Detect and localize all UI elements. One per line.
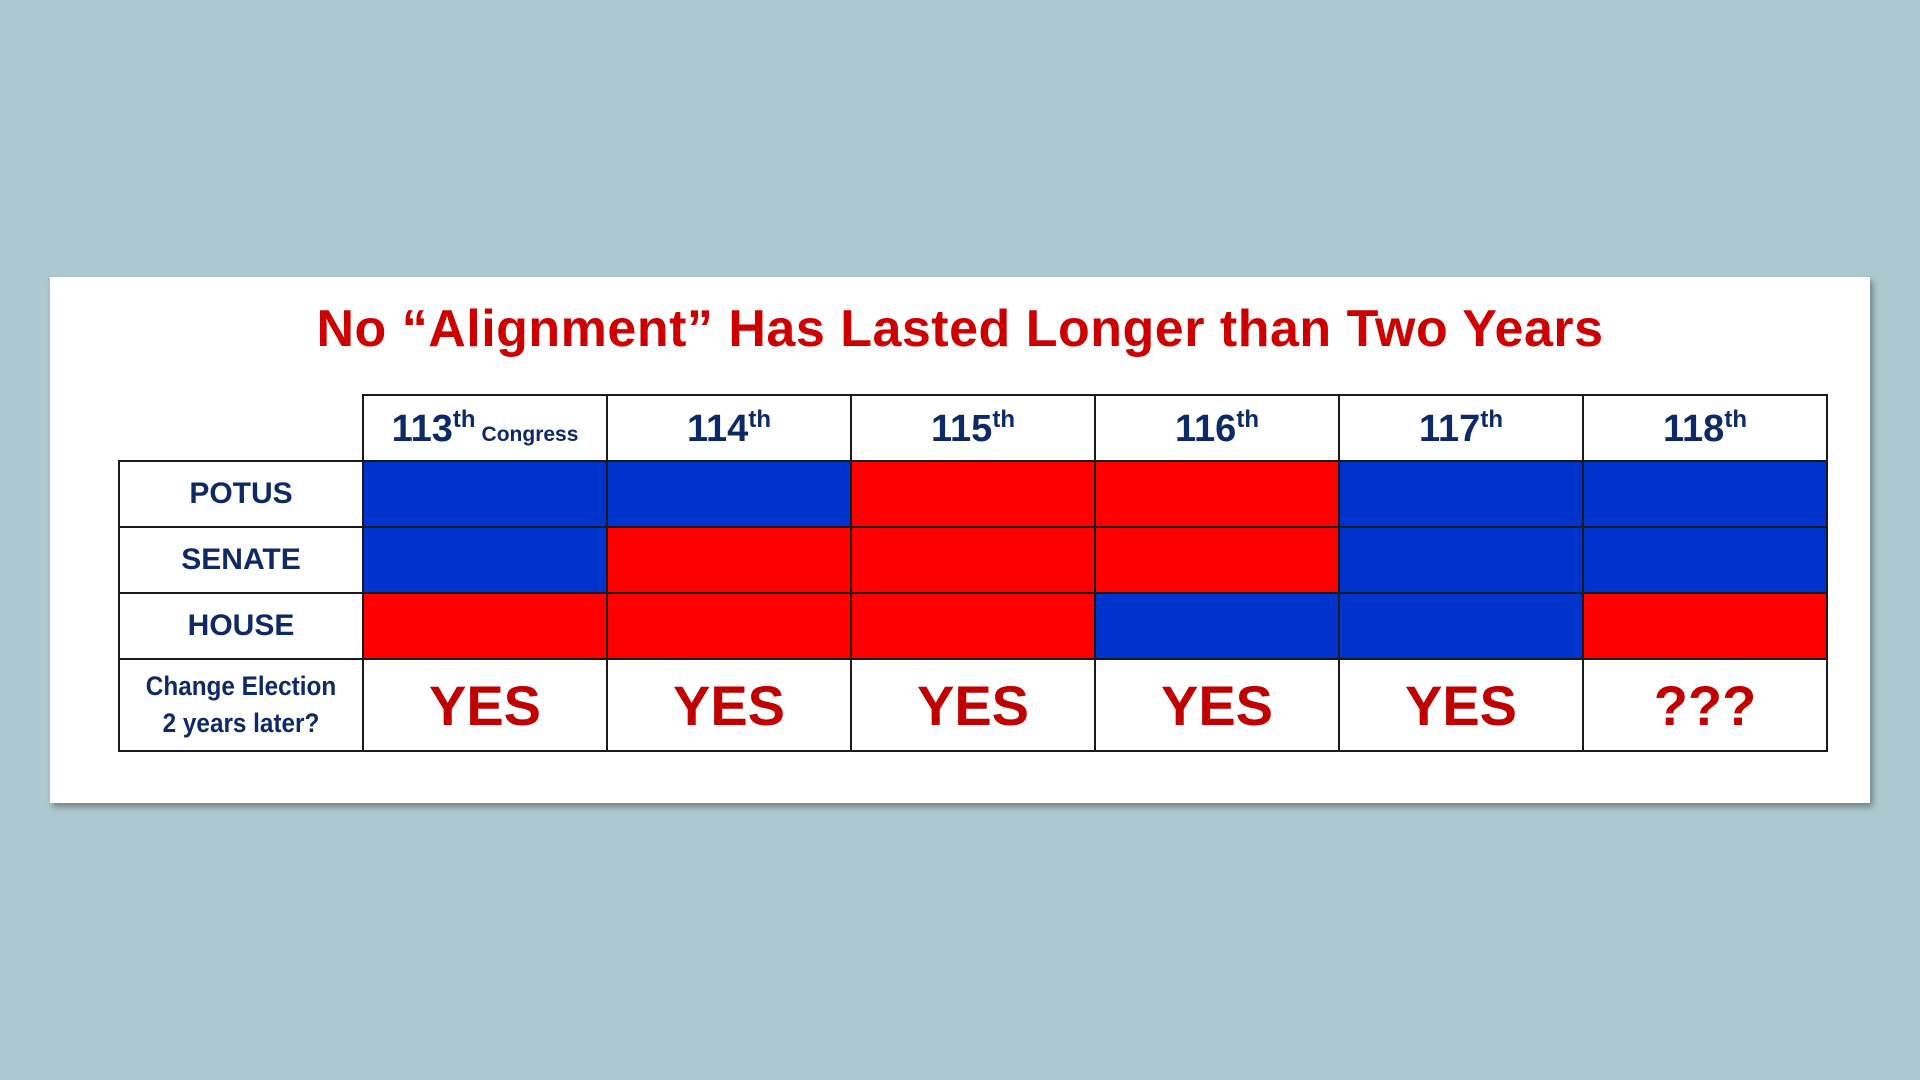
ordinal-suffix: th xyxy=(992,405,1015,433)
republican-cell xyxy=(606,526,852,594)
corner-cell xyxy=(119,395,363,462)
ordinal-suffix: th xyxy=(1480,405,1503,433)
change-row: Change Election 2 years later? YES YES YES YE… xyxy=(119,658,1828,752)
answer-cell: YES xyxy=(1094,658,1340,752)
column-header: 118th xyxy=(1582,394,1828,462)
democrat-cell xyxy=(362,526,608,594)
republican-cell xyxy=(850,592,1096,660)
row-label: HOUSE xyxy=(118,592,364,660)
democrat-cell xyxy=(1094,592,1340,660)
congress-control-table: 113thCongress 114th 115th 116th 117th 118th PO… xyxy=(118,394,1828,752)
democrat-cell xyxy=(1338,592,1584,660)
label-line: 2 years later? xyxy=(162,708,320,738)
republican-cell xyxy=(1094,460,1340,528)
ordinal-suffix: th xyxy=(1724,405,1747,433)
republican-cell xyxy=(606,592,852,660)
democrat-cell xyxy=(606,460,852,528)
ordinal-suffix: th xyxy=(748,405,771,433)
congress-number: 116 xyxy=(1175,407,1237,450)
democrat-cell xyxy=(1338,460,1584,528)
table-row: SENATE xyxy=(118,526,1828,594)
republican-cell xyxy=(1582,592,1828,660)
slide-card: No “Alignment” Has Lasted Longer than Tw… xyxy=(50,277,1870,803)
column-header: 116th xyxy=(1094,394,1340,462)
congress-label: Congress xyxy=(481,422,579,446)
change-row-label: Change Election 2 years later? xyxy=(130,658,352,752)
congress-number: 115 xyxy=(931,407,993,450)
democrat-cell xyxy=(362,460,608,528)
column-header: 115th xyxy=(850,394,1096,462)
democrat-cell xyxy=(1582,526,1828,594)
label-line: Change Election xyxy=(145,671,337,701)
republican-cell xyxy=(850,460,1096,528)
column-header: 117th xyxy=(1338,394,1584,462)
ordinal-suffix: th xyxy=(452,405,476,433)
answer-cell: YES xyxy=(606,658,852,752)
ordinal-suffix: th xyxy=(1236,405,1259,433)
republican-cell xyxy=(362,592,608,660)
answer-cell: YES xyxy=(362,658,608,752)
answer-cell: YES xyxy=(1338,658,1584,752)
answer-cell: YES xyxy=(850,658,1096,752)
republican-cell xyxy=(850,526,1096,594)
democrat-cell xyxy=(1582,460,1828,528)
congress-number: 113 xyxy=(391,407,453,450)
column-header: 113thCongress xyxy=(362,394,608,462)
republican-cell xyxy=(1094,526,1340,594)
democrat-cell xyxy=(1338,526,1584,594)
row-label: POTUS xyxy=(118,460,364,528)
congress-number: 118 xyxy=(1663,407,1725,450)
table-row: POTUS xyxy=(118,460,1828,528)
column-header: 114th xyxy=(606,394,852,462)
congress-number: 114 xyxy=(687,407,749,450)
answer-cell: ??? xyxy=(1582,658,1828,752)
slide-title: No “Alignment” Has Lasted Longer than Tw… xyxy=(316,300,1604,358)
congress-number: 117 xyxy=(1419,407,1481,450)
table-row: HOUSE xyxy=(118,592,1828,660)
row-label: SENATE xyxy=(118,526,364,594)
header-row: 113thCongress 114th 115th 116th 117th 118th xyxy=(119,394,1828,462)
